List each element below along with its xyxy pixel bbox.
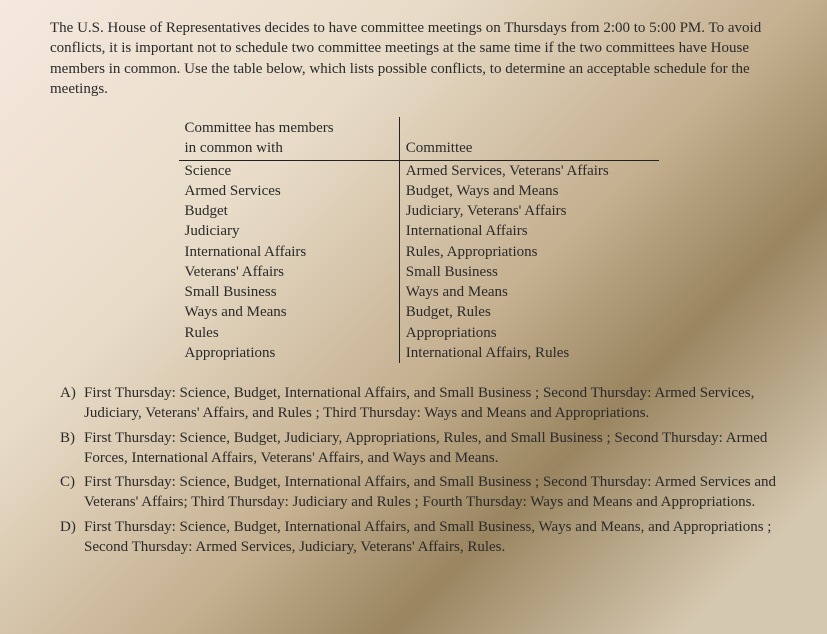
table-header-right: Committee	[399, 117, 658, 160]
table-row: International AffairsRules, Appropriatio…	[179, 242, 659, 262]
table-row: Ways and MeansBudget, Rules	[179, 302, 659, 322]
table-header-left: Committee has members in common with	[179, 117, 400, 160]
choice-b: B) First Thursday: Science, Budget, Judi…	[60, 428, 787, 469]
answer-choices: A) First Thursday: Science, Budget, Inte…	[60, 383, 787, 557]
table-row: JudiciaryInternational Affairs	[179, 221, 659, 241]
table-row: Veterans' AffairsSmall Business	[179, 262, 659, 282]
choice-c: C) First Thursday: Science, Budget, Inte…	[60, 472, 787, 513]
table-row: BudgetJudiciary, Veterans' Affairs	[179, 201, 659, 221]
problem-intro: The U.S. House of Representatives decide…	[50, 18, 787, 99]
conflict-table: Committee has members in common with Com…	[179, 117, 659, 363]
table-row: RulesAppropriations	[179, 323, 659, 343]
table-row: AppropriationsInternational Affairs, Rul…	[179, 343, 659, 363]
table-row: Small BusinessWays and Means	[179, 282, 659, 302]
choice-a: A) First Thursday: Science, Budget, Inte…	[60, 383, 787, 424]
table-row: Armed ServicesBudget, Ways and Means	[179, 181, 659, 201]
choice-d: D) First Thursday: Science, Budget, Inte…	[60, 517, 787, 558]
table-row: ScienceArmed Services, Veterans' Affairs	[179, 160, 659, 181]
